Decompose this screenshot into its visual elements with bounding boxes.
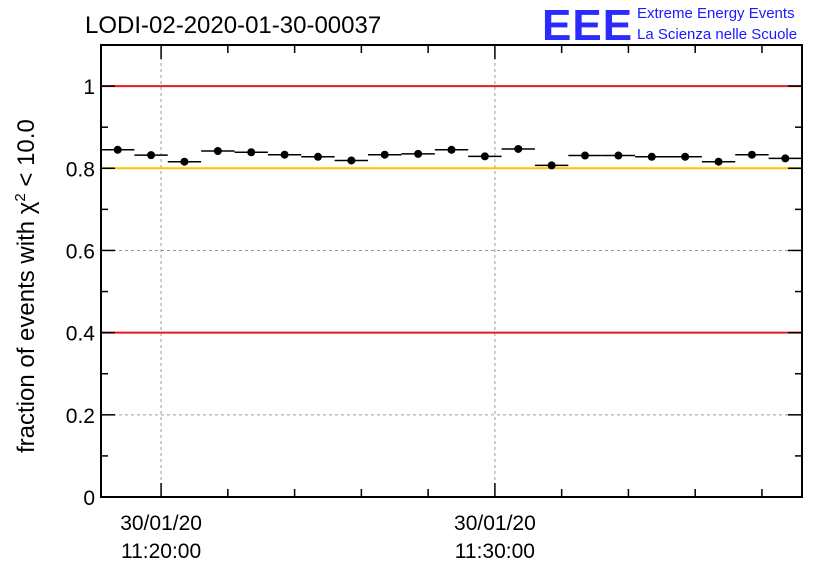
data-point — [648, 153, 656, 161]
y-axis-label-main: fraction of events with χ — [13, 201, 40, 453]
data-points — [101, 145, 802, 169]
logo-line-2: La Scienza nelle Scuole — [637, 26, 797, 43]
data-point — [715, 158, 723, 166]
logo-line-1: Extreme Energy Events — [637, 5, 795, 22]
logo-letters: EEE — [542, 1, 633, 50]
chart: LODI-02-2020-01-30-00037 EEE Extreme Ene… — [0, 0, 836, 572]
data-point — [581, 152, 589, 160]
plot-frame — [101, 45, 802, 497]
data-point — [180, 158, 188, 166]
data-point — [114, 146, 122, 154]
y-tick-label: 0.4 — [66, 323, 96, 346]
y-tick-label: 0.8 — [66, 158, 95, 181]
axes: 0 0.2 0.4 0.6 0.8 1 30/01/20 11:20:00 30/01/20 11… — [66, 45, 802, 563]
data-point — [314, 153, 322, 161]
y-axis-label-tail: < 10.0 — [13, 119, 40, 193]
data-point — [281, 151, 289, 159]
data-point — [214, 147, 222, 155]
y-tick-label: 0 — [83, 487, 95, 510]
data-point — [247, 148, 255, 156]
data-point — [147, 151, 155, 159]
grid-lines — [101, 45, 802, 497]
x-tick-label-time: 11:20:00 — [121, 540, 201, 563]
y-tick-label: 0.2 — [66, 405, 95, 428]
eee-logo: EEE Extreme Energy Events La Scienza nel… — [542, 1, 797, 50]
data-point — [681, 153, 689, 161]
data-point — [448, 146, 456, 154]
y-axis-label: fraction of events with χ2 < 10.0 — [12, 119, 40, 453]
data-point — [781, 154, 789, 162]
data-point — [748, 151, 756, 159]
x-tick-label-time: 11:30:00 — [455, 540, 535, 563]
chart-title: LODI-02-2020-01-30-00037 — [85, 12, 381, 39]
x-tick-label-date: 30/01/20 — [454, 512, 536, 535]
data-point — [514, 145, 522, 153]
x-tick-label-date: 30/01/20 — [120, 512, 202, 535]
y-tick-label: 1 — [83, 76, 95, 99]
data-point — [347, 156, 355, 164]
y-axis-label-sup: 2 — [12, 193, 29, 201]
y-tick-label: 0.6 — [66, 240, 95, 263]
reference-lines — [101, 86, 802, 333]
data-point — [614, 152, 622, 160]
data-point — [381, 151, 389, 159]
data-point — [548, 161, 556, 169]
data-point — [481, 152, 489, 160]
data-point — [414, 150, 422, 158]
